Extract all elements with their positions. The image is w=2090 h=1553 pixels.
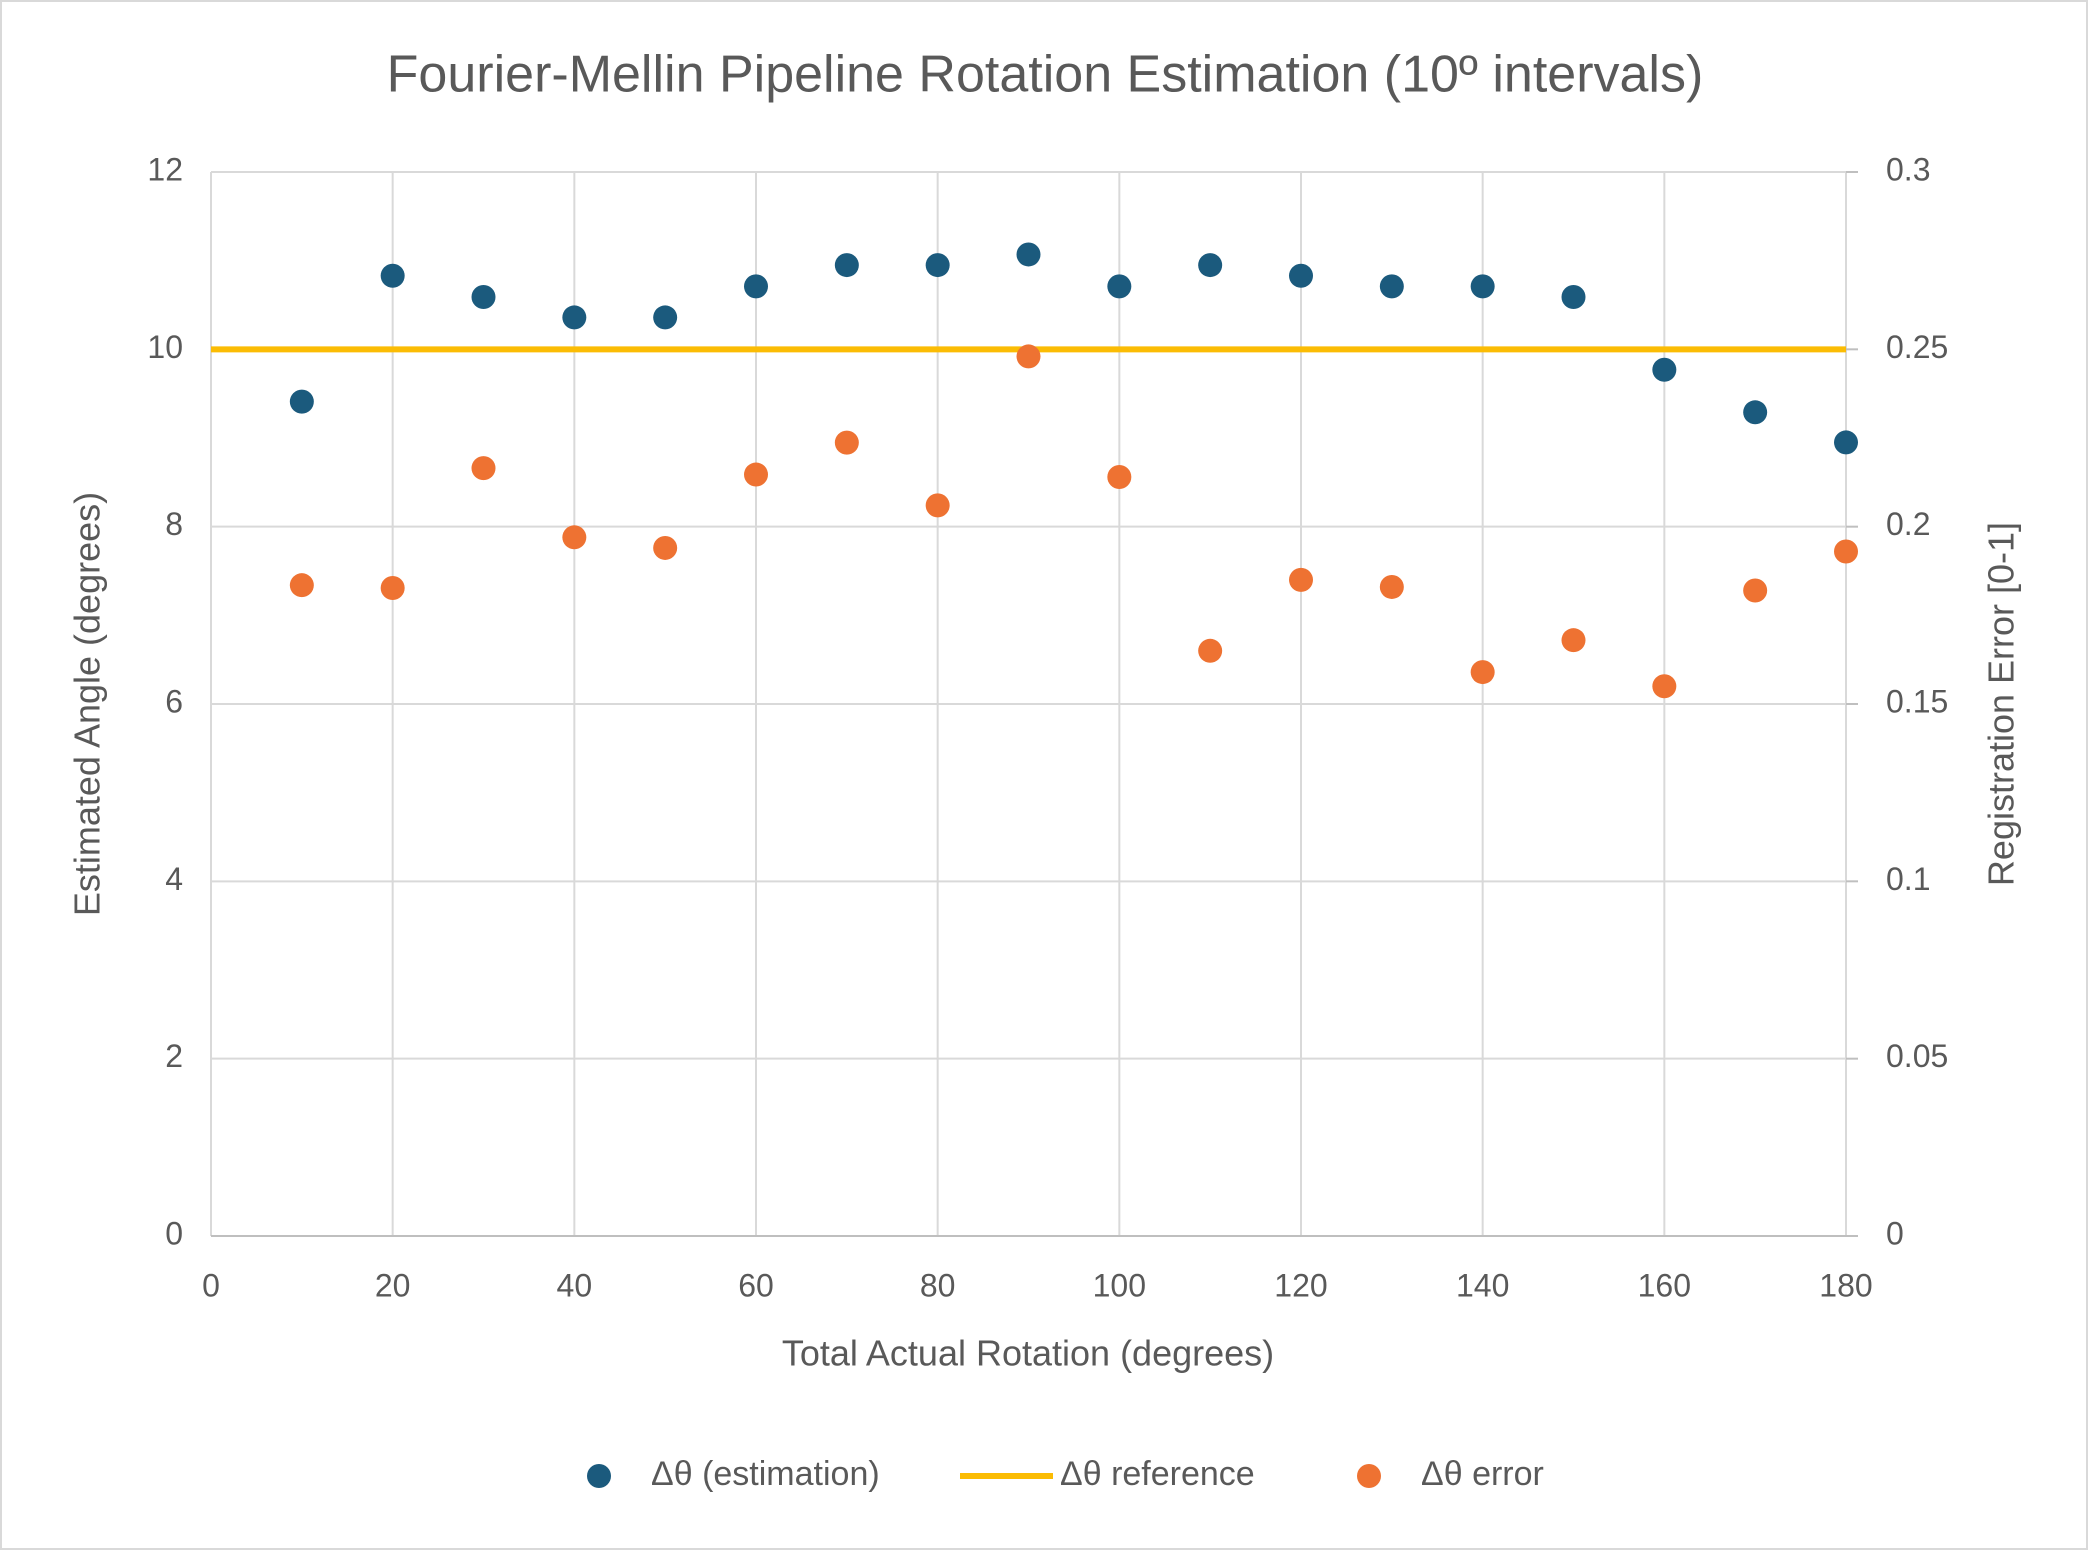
- point: [1561, 628, 1586, 653]
- y2-tick-label: 0.1: [1886, 861, 1930, 897]
- point: [1834, 430, 1858, 455]
- point: [834, 430, 859, 455]
- y-tick-label: 4: [165, 861, 183, 897]
- point: [1107, 465, 1132, 490]
- y-tick-label: 12: [147, 151, 183, 187]
- x-tick-label: 140: [1456, 1267, 1509, 1303]
- point: [653, 535, 678, 560]
- x-tick-label: 180: [1819, 1267, 1872, 1303]
- x-tick-label: 0: [202, 1267, 220, 1303]
- point: [471, 456, 496, 481]
- y-tick-label: 2: [165, 1038, 183, 1074]
- point: [925, 253, 950, 278]
- point: [1743, 400, 1768, 425]
- point: [1652, 357, 1677, 382]
- x-tick-label: 100: [1093, 1267, 1146, 1303]
- y2-tick-label: 0.15: [1886, 683, 1948, 719]
- x-tick-label: 40: [557, 1267, 593, 1303]
- point: [1652, 674, 1677, 699]
- chart-title: Fourier-Mellin Pipeline Rotation Estimat…: [387, 46, 1704, 104]
- point: [1834, 539, 1858, 564]
- y-tick-label: 10: [147, 329, 183, 365]
- x-tick-label: 120: [1274, 1267, 1327, 1303]
- y2-tick-label: 0.2: [1886, 506, 1930, 542]
- point: [1470, 660, 1495, 685]
- y2-tick-label: 0.25: [1886, 329, 1948, 365]
- legend-label: Δθ (estimation): [651, 1455, 880, 1493]
- point: [1379, 274, 1404, 299]
- x-axis-title: Total Actual Rotation (degrees): [782, 1333, 1274, 1374]
- point: [471, 285, 496, 310]
- legend-label: Δθ reference: [1060, 1455, 1255, 1493]
- y2-axis-title: Registration Error [0-1]: [1981, 522, 2022, 886]
- point: [1107, 274, 1132, 299]
- y-tick-label: 6: [165, 683, 183, 719]
- y-tick-label: 8: [165, 506, 183, 542]
- legend-swatch: [1357, 1464, 1381, 1488]
- y2-tick-label: 0.3: [1886, 151, 1930, 187]
- point: [1470, 274, 1495, 299]
- point: [1561, 285, 1586, 310]
- legend-swatch: [587, 1464, 611, 1488]
- x-tick-label: 80: [920, 1267, 956, 1303]
- y2-tick-label: 0: [1886, 1215, 1904, 1251]
- y-tick-label: 0: [165, 1215, 183, 1251]
- point: [1743, 578, 1768, 603]
- point: [1016, 344, 1041, 369]
- point: [1198, 638, 1223, 663]
- point: [289, 389, 314, 414]
- legend-label: Δθ error: [1421, 1455, 1544, 1493]
- point: [653, 305, 678, 330]
- x-tick-label: 160: [1638, 1267, 1691, 1303]
- point: [1289, 263, 1313, 288]
- point: [1016, 242, 1041, 267]
- point: [744, 462, 768, 487]
- point: [834, 253, 859, 278]
- point: [562, 305, 587, 330]
- point: [562, 525, 587, 550]
- x-tick-label: 20: [375, 1267, 411, 1303]
- point: [744, 274, 768, 299]
- point: [380, 263, 405, 288]
- point: [1289, 567, 1313, 592]
- point: [380, 576, 405, 601]
- point: [925, 493, 950, 518]
- y-axis-title: Estimated Angle (degrees): [67, 492, 108, 916]
- point: [289, 573, 314, 598]
- x-tick-label: 60: [738, 1267, 774, 1303]
- point: [1379, 574, 1404, 599]
- y2-tick-label: 0.05: [1886, 1038, 1948, 1074]
- point: [1198, 253, 1223, 278]
